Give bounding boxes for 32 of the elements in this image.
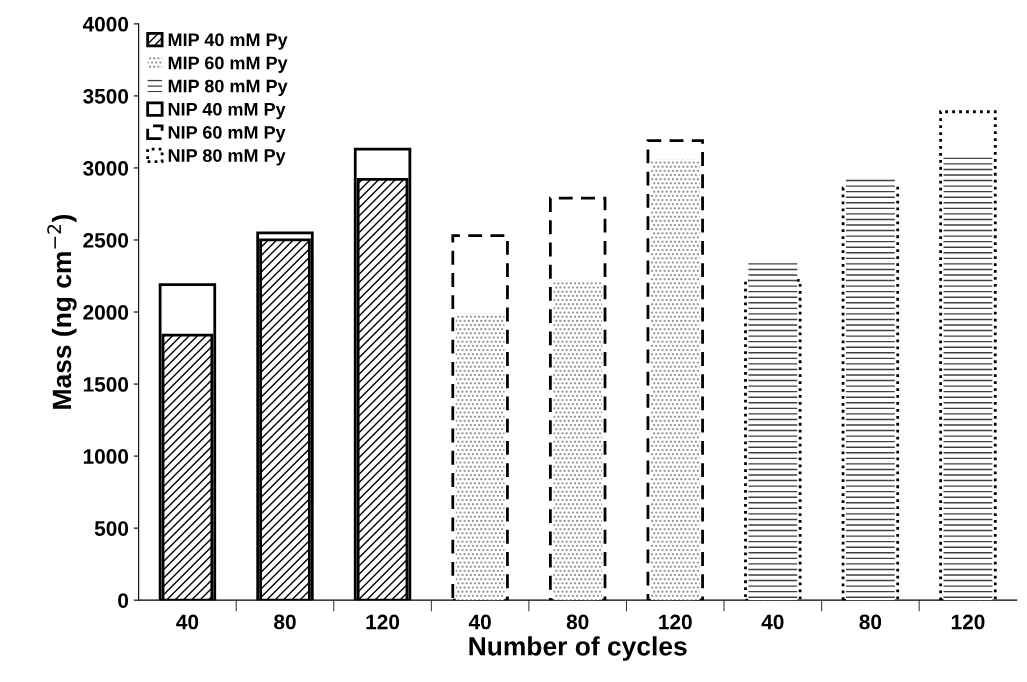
bar xyxy=(845,178,895,601)
x-tick-label: 40 xyxy=(761,614,784,630)
x-tick-label: 80 xyxy=(274,614,296,630)
bar xyxy=(553,280,603,601)
y-tick-label: 1000 xyxy=(83,449,129,464)
x-tick-label: 120 xyxy=(659,614,692,630)
legend-label: NIP 60 mM Py xyxy=(168,125,286,143)
legend-label: MIP 40 mM Py xyxy=(168,33,288,50)
y-tick-label: 3000 xyxy=(83,160,129,176)
y-tick-label: 500 xyxy=(94,521,129,536)
y-tick-label: 2500 xyxy=(83,232,129,248)
legend-label: MIP 60 mM Py xyxy=(168,56,288,73)
bar xyxy=(650,159,700,601)
x-axis-title: Number of cycles xyxy=(469,636,687,661)
y-tick-label: 0 xyxy=(118,593,129,608)
y-tick-label: 4000 xyxy=(82,16,129,32)
y-axis-title: Mass (ng cm$^{−2}$) xyxy=(47,214,77,409)
x-tick-label: 80 xyxy=(566,614,589,630)
x-tick-label: 40 xyxy=(176,614,199,630)
y-tick-label: 1500 xyxy=(83,377,129,392)
y-tick-label: 2000 xyxy=(83,305,129,320)
x-tick-label: 80 xyxy=(859,614,882,630)
bar xyxy=(748,263,798,601)
x-tick-label: 120 xyxy=(951,614,985,630)
x-tick-label: 120 xyxy=(366,614,400,630)
legend-label: NIP 40 mM Py xyxy=(168,102,286,120)
bar xyxy=(943,154,993,601)
bar xyxy=(455,313,505,601)
legend-label: MIP 80 mM Py xyxy=(168,79,288,97)
y-tick-label: 3500 xyxy=(83,88,129,104)
legend-label: NIP 80 mM Py xyxy=(168,149,286,166)
x-tick-label: 40 xyxy=(468,614,491,630)
